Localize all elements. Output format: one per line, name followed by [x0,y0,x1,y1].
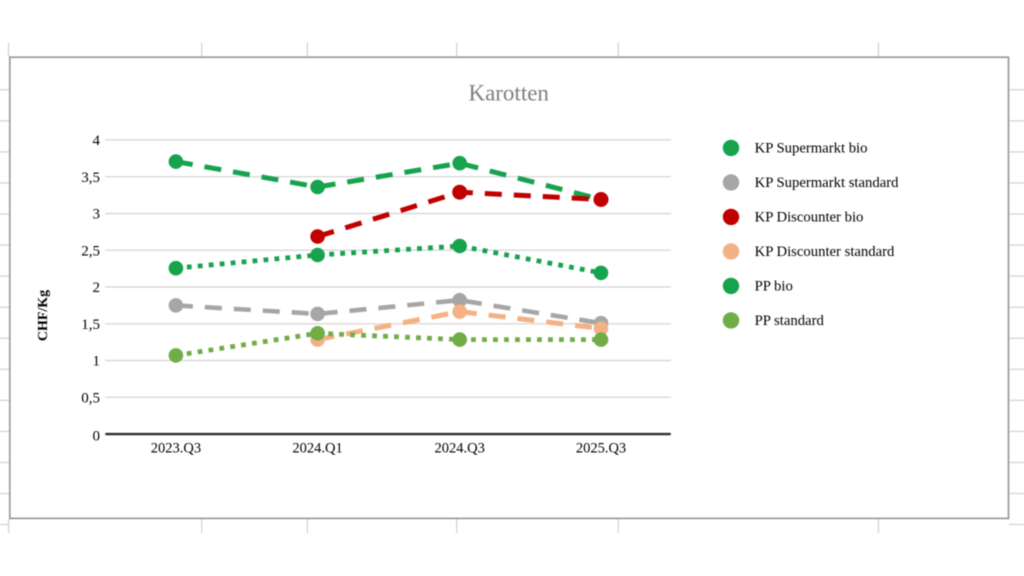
svg-text:KP Discounter bio: KP Discounter bio [755,210,864,226]
svg-text:2024.Q3: 2024.Q3 [435,441,485,457]
svg-text:1: 1 [93,354,101,370]
svg-text:PP standard: PP standard [755,313,825,329]
svg-text:2,5: 2,5 [81,243,100,259]
svg-text:2023.Q3: 2023.Q3 [151,441,201,457]
svg-text:Karotten: Karotten [468,81,549,106]
svg-text:3: 3 [93,207,101,223]
svg-text:3,5: 3,5 [81,170,100,186]
svg-text:PP bio: PP bio [755,279,793,295]
svg-text:KP Discounter standard: KP Discounter standard [755,244,895,260]
svg-text:1,5: 1,5 [81,317,100,333]
svg-text:2025.Q3: 2025.Q3 [576,441,626,457]
svg-text:KP Supermarkt standard: KP Supermarkt standard [755,175,900,191]
svg-text:0,5: 0,5 [81,391,100,407]
svg-text:2: 2 [93,280,101,296]
svg-text:CHF/Kg: CHF/Kg [36,290,51,341]
svg-text:KP Supermarkt bio: KP Supermarkt bio [755,141,868,157]
svg-text:0: 0 [93,428,101,444]
svg-text:4: 4 [93,133,101,149]
svg-text:2024.Q1: 2024.Q1 [292,441,342,457]
